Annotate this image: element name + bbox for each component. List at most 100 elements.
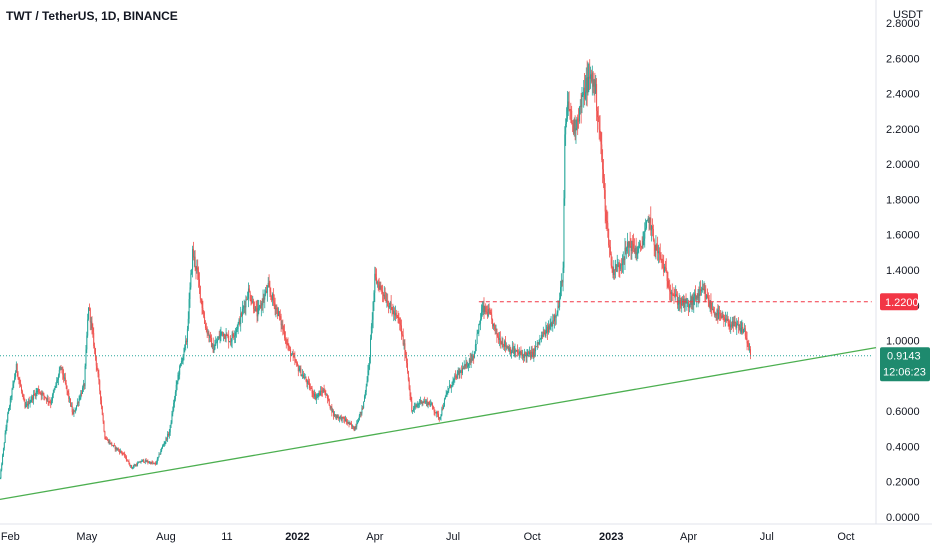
candle-body: [686, 302, 688, 304]
candle-body: [136, 464, 138, 466]
candle-body: [314, 393, 316, 400]
candle-body: [506, 346, 508, 349]
candle-body: [552, 320, 554, 327]
candle-body: [175, 384, 177, 393]
candle-body: [396, 315, 398, 317]
price-axis[interactable]: 0.00000.20000.40000.60000.80001.00001.20…: [886, 18, 920, 524]
candle-body: [116, 447, 118, 450]
candle-body: [265, 290, 267, 293]
candle-body: [720, 316, 722, 319]
candle-body: [191, 269, 193, 274]
candle-body: [143, 461, 145, 463]
candle-body: [223, 333, 225, 339]
candle-body: [294, 357, 296, 362]
y-tick-label: 0.6000: [886, 406, 920, 418]
candle-body: [601, 144, 603, 160]
support-trendline[interactable]: [0, 346, 877, 500]
candle-body: [33, 394, 35, 400]
candle-body: [709, 301, 711, 308]
candle-body: [41, 392, 43, 396]
candle-body: [636, 252, 638, 255]
candle-body: [530, 351, 532, 358]
candle-body: [276, 308, 278, 309]
candle-body: [296, 362, 298, 366]
candle-body: [337, 416, 339, 418]
candle-body: [0, 469, 2, 478]
candle-body: [619, 268, 621, 270]
candle-body: [132, 466, 134, 468]
candle-body: [351, 425, 353, 427]
candle-body: [89, 308, 91, 323]
candle-body: [713, 308, 715, 313]
candle-body: [327, 398, 329, 400]
candle-body: [467, 366, 469, 368]
x-tick-label: Jul: [446, 531, 460, 543]
candle-body: [577, 118, 579, 121]
candle-body: [85, 349, 87, 366]
candle-body: [362, 407, 364, 409]
candle-body: [414, 405, 416, 407]
candle-body: [395, 312, 397, 316]
candle-body: [471, 358, 473, 360]
candle-body: [65, 383, 67, 386]
candle-body: [620, 264, 622, 269]
candle-body: [743, 328, 745, 330]
candle-body: [674, 295, 676, 297]
candle-body: [451, 381, 453, 387]
candle-body: [497, 335, 499, 338]
candle-body: [265, 290, 267, 295]
candle-body: [171, 413, 173, 423]
candle-body: [18, 378, 20, 380]
candle-body: [635, 247, 637, 255]
candle-body: [254, 306, 256, 312]
candle-body: [62, 367, 64, 375]
candle-body: [378, 284, 380, 290]
candle-body: [599, 129, 601, 133]
last-price-tag[interactable]: 0.9143 12:06:23: [880, 347, 930, 382]
candle-body: [551, 323, 553, 327]
candle-body: [404, 343, 406, 356]
candle-body: [205, 327, 207, 329]
candle-body: [49, 401, 51, 403]
candle-body: [732, 321, 734, 327]
candle-body: [201, 299, 203, 308]
candle-body: [157, 456, 159, 459]
candle-body: [707, 297, 709, 303]
candle-body: [308, 381, 310, 383]
candle-body: [246, 299, 248, 300]
candle-body: [76, 402, 78, 406]
candle-body: [249, 292, 251, 300]
candle-body: [87, 319, 89, 336]
candle-body: [82, 384, 84, 388]
candle-body: [492, 319, 494, 327]
currency-label: USDT: [893, 9, 923, 21]
candle-body: [642, 240, 644, 248]
candle-body: [4, 433, 6, 443]
candle-body: [94, 348, 96, 357]
candle-body: [12, 384, 14, 390]
candle-body: [355, 426, 357, 428]
candle-body: [46, 397, 48, 401]
candle-body: [301, 374, 303, 376]
candle-body: [423, 400, 425, 403]
symbol-title: TWT / TetherUS, 1D, BINANCE: [6, 9, 178, 23]
candle-body: [284, 330, 286, 339]
resistance-price-tag[interactable]: 1.2200: [880, 293, 919, 311]
candle-body: [453, 378, 455, 381]
candle-body: [470, 358, 472, 363]
candle-body: [10, 397, 12, 399]
candle-body: [14, 377, 16, 381]
candle-body: [51, 394, 53, 401]
candle-body: [60, 367, 62, 369]
candle-body: [367, 370, 369, 381]
candle-body: [208, 332, 210, 339]
candle-body: [555, 315, 557, 318]
candle-body: [70, 405, 72, 407]
candle-body: [256, 308, 258, 317]
candle-body: [348, 422, 350, 425]
candle-body: [505, 346, 507, 347]
candle-body: [664, 266, 666, 268]
time-axis[interactable]: Feb May Aug 11 2022 Apr Jul Oct 2023 Apr Jul Oct: [1, 531, 855, 543]
candle-body: [532, 351, 534, 357]
